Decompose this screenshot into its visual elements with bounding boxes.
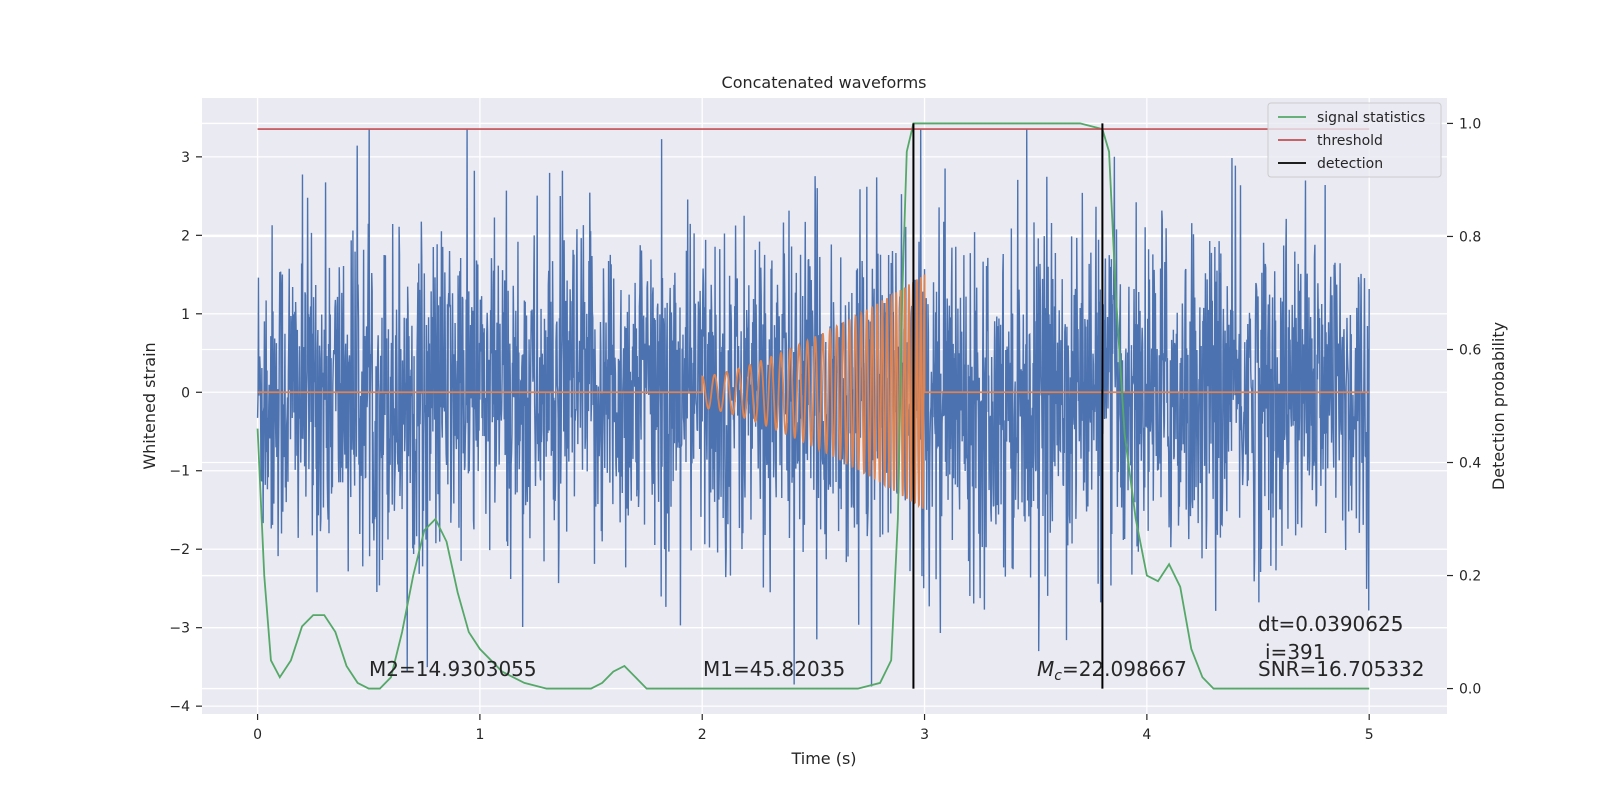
annotation-dt: dt=0.0390625 (1258, 612, 1403, 636)
annotation-mc-prefix: M (1037, 657, 1054, 681)
y2-tick-label: 0.4 (1459, 456, 1481, 472)
signal-statistics-series (256, 122, 1370, 690)
y-tick-label: 1 (181, 307, 190, 323)
y2-tick-label: 1.0 (1459, 116, 1481, 132)
y2-tick-label: 0.0 (1459, 682, 1481, 698)
legend-label-signal-statistics: signal statistics (1317, 110, 1425, 126)
x-tick-label: 0 (253, 727, 262, 743)
y2-tick-label: 0.8 (1459, 229, 1481, 245)
annotation-mc-sub: c (1054, 668, 1062, 684)
x-tick-label: 2 (698, 727, 707, 743)
y-tick-label: −1 (169, 464, 190, 480)
y-tick-label: −4 (169, 699, 190, 715)
annotation-m2: M2=14.9303055 (369, 657, 537, 681)
x-tick-label: 5 (1365, 727, 1374, 743)
legend-label-threshold: threshold (1317, 133, 1383, 149)
annotation-mc: Mc=22.098667 (1037, 657, 1187, 684)
y-axis-label: Whitened strain (140, 342, 159, 469)
annotation-mc-value: =22.098667 (1062, 657, 1187, 681)
annotation-i: i=391 (1265, 640, 1326, 664)
x-axis-label: Time (s) (790, 749, 856, 768)
legend-box (1267, 102, 1442, 178)
y-tick-label: 3 (181, 150, 190, 166)
legend-label-detection: detection (1317, 156, 1383, 172)
y2-tick-label: 0.2 (1459, 569, 1481, 585)
plot-area (256, 122, 1370, 690)
y-tick-label: 2 (181, 228, 190, 244)
y-tick-label: 0 (181, 385, 190, 401)
y2-axis-label: Detection probability (1489, 322, 1508, 490)
y-tick-label: −2 (169, 542, 190, 558)
annotation-snr: SNR=16.705332 (1258, 657, 1424, 681)
x-tick-label: 4 (1142, 727, 1151, 743)
x-tick-label: 3 (920, 727, 929, 743)
axis-ticks: 0 1 2 3 4 5 3 2 1 0 −1 −2 −3 −4 1.0 0.8 0.6 0.4 0.2 0.0 (169, 116, 1481, 743)
legend: signal statistics threshold detection (1267, 102, 1442, 178)
annotation-m1: M1=45.82035 (703, 657, 845, 681)
chart-title: Concatenated waveforms (722, 73, 927, 92)
x-tick-label: 1 (475, 727, 484, 743)
y2-tick-label: 0.6 (1459, 342, 1481, 358)
template-series (257, 274, 1370, 509)
y-tick-label: −3 (169, 621, 190, 637)
